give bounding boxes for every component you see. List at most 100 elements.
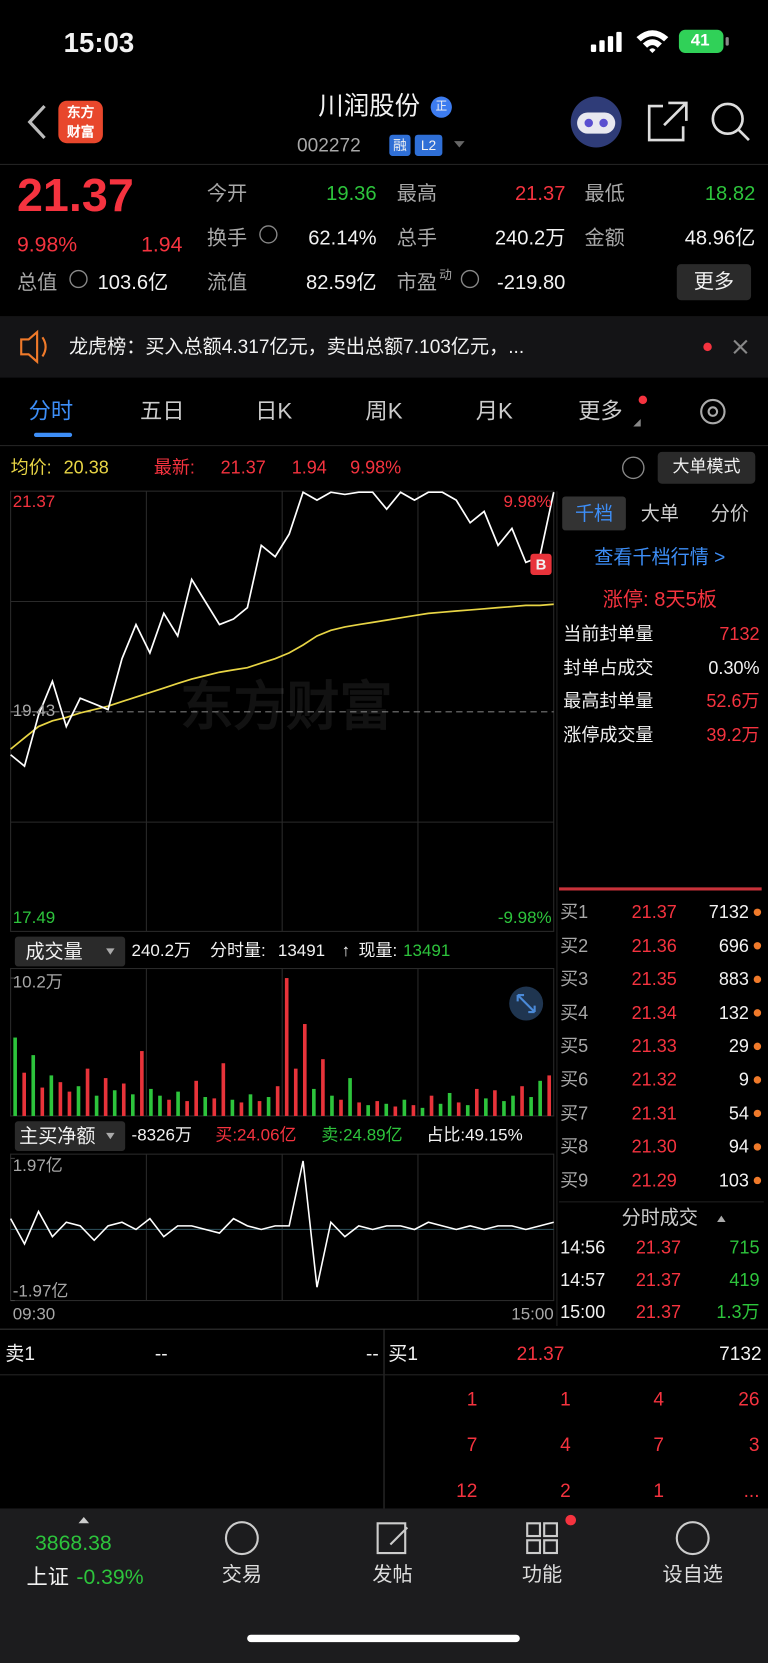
back-button[interactable]: [27, 104, 46, 139]
label: 13491: [277, 941, 326, 961]
axis-label: 9.98%: [503, 493, 552, 512]
volume-bar: [420, 1107, 425, 1116]
app-logo: [58, 100, 103, 144]
avatar[interactable]: [570, 96, 622, 148]
share-icon[interactable]: [647, 101, 688, 142]
volume-bar: [366, 1105, 370, 1116]
volume-bar: [502, 1101, 506, 1116]
change-pct: 9.98%: [16, 233, 78, 257]
label: 21.37: [635, 1302, 682, 1323]
tab[interactable]: 周K: [365, 399, 403, 424]
dropdown[interactable]: [454, 141, 465, 148]
volume-bar: [194, 1080, 198, 1116]
expand-button[interactable]: [509, 986, 544, 1021]
tab[interactable]: 月K: [475, 399, 513, 424]
search-icon[interactable]: [711, 102, 750, 141]
stat-sup: 动: [439, 267, 452, 283]
label: 买5: [560, 1036, 589, 1057]
mode-button[interactable]: [657, 451, 756, 484]
queue-cell: 3: [748, 1434, 760, 1456]
label: 21.32: [631, 1069, 677, 1090]
tab-underline: [33, 432, 73, 438]
volume-bar: [438, 1103, 443, 1116]
nav-item[interactable]: 功能: [521, 1564, 563, 1587]
label: 21.34: [631, 1002, 677, 1023]
label: 9.98%: [350, 457, 402, 478]
volume-bar: [221, 1063, 226, 1116]
tab[interactable]: 分时: [28, 399, 74, 424]
notice-bar[interactable]: [0, 316, 768, 378]
volume-bar: [321, 1059, 325, 1116]
stat-value: 240.2万: [494, 227, 566, 250]
volume-bar: [58, 1082, 63, 1116]
volume-bar: [384, 1103, 389, 1116]
label: 240.2万: [131, 941, 191, 961]
label: 均价:: [10, 457, 52, 478]
link[interactable]: 查看千档行情 >: [594, 546, 726, 568]
tab[interactable]: 日K: [255, 399, 293, 424]
volume-bar: [94, 1095, 99, 1116]
stock-code: 002272: [297, 134, 361, 156]
label: 15:00: [560, 1302, 606, 1323]
stat-value: 18.82: [704, 182, 756, 206]
nav-item[interactable]: 发帖: [372, 1564, 413, 1587]
mode-button[interactable]: 大单模式: [672, 458, 741, 477]
notice-text[interactable]: 龙虎榜：买入总额4.317亿元，卖出总额7.103亿元，...: [68, 336, 525, 358]
clock: 15:03: [63, 26, 135, 59]
dot: [753, 1042, 762, 1051]
label: --: [365, 1342, 379, 1365]
label: 7132: [719, 1342, 762, 1365]
label: 9: [738, 1069, 749, 1090]
status-icons: [590, 29, 729, 54]
label: 715: [729, 1237, 760, 1258]
selector[interactable]: [14, 936, 126, 967]
volume-bar: [302, 1024, 307, 1116]
time-label: 09:30: [12, 1305, 56, 1324]
label: 1.94: [291, 457, 327, 478]
dropdown: [106, 1132, 115, 1140]
label: 14:57: [560, 1269, 606, 1290]
tag-box: [414, 134, 443, 156]
stat-label: 市盈: [396, 272, 438, 295]
label: 21.30: [631, 1136, 677, 1158]
nav-item[interactable]: 交易: [221, 1564, 263, 1587]
volume-bar: [312, 1088, 316, 1116]
label: 696: [718, 935, 749, 956]
label: 1.3万: [716, 1302, 760, 1323]
tab[interactable]: 更多: [578, 399, 623, 424]
help-icon[interactable]: [622, 456, 645, 480]
close-icon[interactable]: [733, 339, 748, 354]
buy-marker: [530, 553, 552, 575]
badge-text: 正: [435, 100, 448, 113]
stat-value: 62.14%: [308, 227, 377, 250]
panel-tab[interactable]: 千档: [574, 502, 614, 525]
queue-cell: 7: [466, 1434, 478, 1456]
label: 买3: [560, 969, 589, 990]
label: 0.30%: [708, 657, 760, 678]
volume-bar: [203, 1097, 208, 1116]
panel-tab[interactable]: 大单: [640, 502, 679, 525]
tab[interactable]: 五日: [140, 399, 185, 424]
more-button[interactable]: 更多: [693, 271, 735, 294]
panel-tab[interactable]: 分价: [710, 502, 749, 525]
label: 7132: [719, 624, 760, 645]
settings-icon[interactable]: [700, 398, 726, 425]
volume-bar: [76, 1086, 81, 1116]
queue-cell: 1: [560, 1388, 571, 1410]
volume-bar: [456, 1102, 461, 1116]
label: 21.29: [631, 1170, 677, 1191]
label: 419: [729, 1269, 760, 1290]
volume-bar: [429, 1095, 434, 1116]
stat-label: 流值: [206, 272, 248, 295]
volume-bar: [131, 1094, 135, 1116]
label: 21.37: [516, 1342, 565, 1365]
volume-bar: [547, 1075, 552, 1116]
nav-item[interactable]: 设自选: [662, 1564, 723, 1587]
selector[interactable]: [14, 1121, 126, 1151]
volume-bar: [284, 978, 289, 1116]
more-button[interactable]: [676, 264, 752, 301]
label: 卖1: [5, 1342, 36, 1365]
volume-bar: [529, 1097, 533, 1116]
label: 买6: [560, 1069, 589, 1090]
